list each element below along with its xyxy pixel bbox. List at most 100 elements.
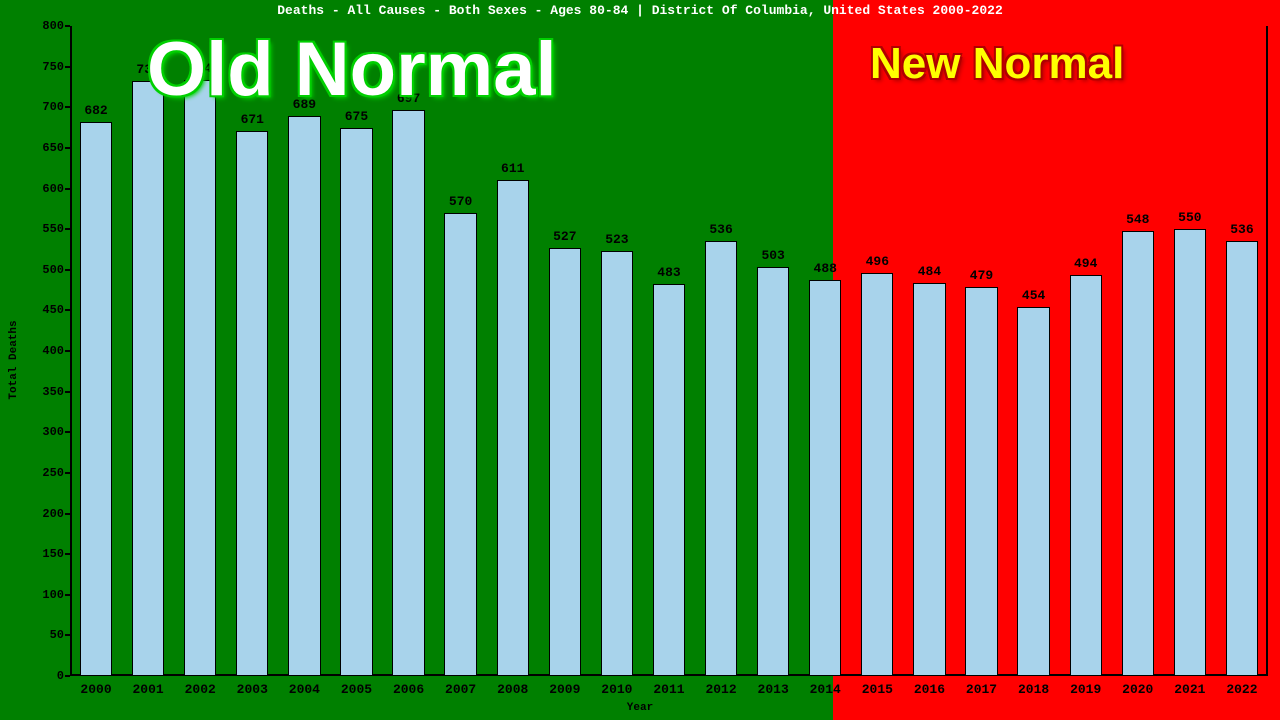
bar-value-label: 527 bbox=[553, 229, 576, 244]
y-tick-label: 750 bbox=[42, 60, 64, 74]
bar-value-label: 523 bbox=[605, 232, 628, 247]
y-tick-mark bbox=[65, 513, 70, 515]
bar-slot: 5032013 bbox=[747, 26, 799, 676]
x-tick-label: 2004 bbox=[289, 682, 320, 697]
y-tick-label: 0 bbox=[57, 669, 64, 683]
bar-slot: 5362012 bbox=[695, 26, 747, 676]
bar-slot: 6752005 bbox=[330, 26, 382, 676]
x-tick-label: 2011 bbox=[653, 682, 684, 697]
y-tick-mark bbox=[65, 431, 70, 433]
bar-value-label: 503 bbox=[761, 248, 784, 263]
y-tick-label: 150 bbox=[42, 547, 64, 561]
bar bbox=[236, 131, 268, 676]
y-tick-mark bbox=[65, 147, 70, 149]
y-tick-label: 700 bbox=[42, 100, 64, 114]
x-tick-label: 2014 bbox=[810, 682, 841, 697]
bar bbox=[497, 180, 529, 676]
bar-value-label: 689 bbox=[293, 97, 316, 112]
y-tick-mark bbox=[65, 269, 70, 271]
y-tick-mark bbox=[65, 188, 70, 190]
bar-slot: 6822000 bbox=[70, 26, 122, 676]
bar-slot: 4542018 bbox=[1008, 26, 1060, 676]
bar-value-label: 494 bbox=[1074, 256, 1097, 271]
bar bbox=[1174, 229, 1206, 676]
bar-value-label: 570 bbox=[449, 194, 472, 209]
x-tick-label: 2018 bbox=[1018, 682, 1049, 697]
y-tick-label: 300 bbox=[42, 425, 64, 439]
y-tick-label: 400 bbox=[42, 344, 64, 358]
y-tick-mark bbox=[65, 106, 70, 108]
bar-slot: 4842016 bbox=[903, 26, 955, 676]
bar-value-label: 479 bbox=[970, 268, 993, 283]
bar-slot: 6892004 bbox=[278, 26, 330, 676]
bar-value-label: 483 bbox=[657, 265, 680, 280]
x-tick-label: 2009 bbox=[549, 682, 580, 697]
bar bbox=[965, 287, 997, 676]
bar bbox=[913, 283, 945, 676]
bar-slot: 6112008 bbox=[487, 26, 539, 676]
x-tick-label: 2020 bbox=[1122, 682, 1153, 697]
y-tick-mark bbox=[65, 594, 70, 596]
bar-value-label: 732 bbox=[136, 62, 159, 77]
bar bbox=[1070, 275, 1102, 676]
bar bbox=[184, 80, 216, 676]
y-tick-label: 650 bbox=[42, 141, 64, 155]
x-tick-label: 2016 bbox=[914, 682, 945, 697]
bar-value-label: 496 bbox=[866, 254, 889, 269]
x-tick-label: 2017 bbox=[966, 682, 997, 697]
y-tick-mark bbox=[65, 553, 70, 555]
bar bbox=[444, 213, 476, 676]
x-tick-label: 2001 bbox=[133, 682, 164, 697]
bar-slot: 5272009 bbox=[539, 26, 591, 676]
bar-value-label: 697 bbox=[397, 91, 420, 106]
y-tick-label: 250 bbox=[42, 466, 64, 480]
y-tick-mark bbox=[65, 675, 70, 677]
bar bbox=[392, 110, 424, 676]
bar-value-label: 454 bbox=[1022, 288, 1045, 303]
x-tick-label: 2010 bbox=[601, 682, 632, 697]
bar-value-label: 682 bbox=[84, 103, 107, 118]
y-tick-mark bbox=[65, 391, 70, 393]
plot-area: 6822000732200173420026712003689200467520… bbox=[70, 26, 1268, 676]
y-tick-mark bbox=[65, 472, 70, 474]
bar-slot: 4832011 bbox=[643, 26, 695, 676]
x-tick-label: 2007 bbox=[445, 682, 476, 697]
y-tick-mark bbox=[65, 66, 70, 68]
bar-slot: 4882014 bbox=[799, 26, 851, 676]
y-tick-label: 800 bbox=[42, 19, 64, 33]
bars-container: 6822000732200173420026712003689200467520… bbox=[70, 26, 1268, 676]
bar-slot: 7322001 bbox=[122, 26, 174, 676]
bar-slot: 7342002 bbox=[174, 26, 226, 676]
bar bbox=[549, 248, 581, 676]
y-tick-mark bbox=[65, 350, 70, 352]
y-tick-label: 550 bbox=[42, 222, 64, 236]
bar bbox=[1226, 241, 1258, 677]
bar bbox=[1122, 231, 1154, 676]
bar-slot: 5502021 bbox=[1164, 26, 1216, 676]
x-tick-label: 2021 bbox=[1174, 682, 1205, 697]
bar-slot: 4962015 bbox=[851, 26, 903, 676]
x-axis-title: Year bbox=[0, 702, 1280, 714]
bar-value-label: 536 bbox=[1230, 222, 1253, 237]
y-tick-mark bbox=[65, 25, 70, 27]
bar-value-label: 611 bbox=[501, 161, 524, 176]
x-tick-label: 2019 bbox=[1070, 682, 1101, 697]
bar-value-label: 734 bbox=[189, 61, 212, 76]
bar-value-label: 488 bbox=[814, 261, 837, 276]
bar-value-label: 484 bbox=[918, 264, 941, 279]
bar bbox=[132, 81, 164, 676]
x-tick-label: 2008 bbox=[497, 682, 528, 697]
y-axis-title: Total Deaths bbox=[8, 320, 20, 399]
bar-slot: 5482020 bbox=[1112, 26, 1164, 676]
bar bbox=[80, 122, 112, 676]
y-tick-mark bbox=[65, 634, 70, 636]
bar bbox=[705, 241, 737, 677]
bar-slot: 4792017 bbox=[955, 26, 1007, 676]
x-tick-label: 2015 bbox=[862, 682, 893, 697]
x-tick-label: 2000 bbox=[80, 682, 111, 697]
chart-title: Deaths - All Causes - Both Sexes - Ages … bbox=[0, 3, 1280, 18]
bar bbox=[601, 251, 633, 676]
y-tick-label: 450 bbox=[42, 303, 64, 317]
y-tick-label: 50 bbox=[50, 628, 64, 642]
x-tick-label: 2006 bbox=[393, 682, 424, 697]
